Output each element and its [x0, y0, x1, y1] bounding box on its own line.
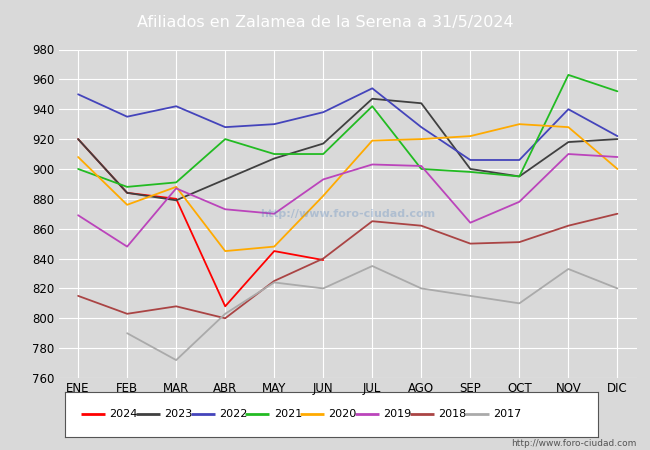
Text: 2017: 2017: [493, 409, 521, 419]
Text: 2022: 2022: [219, 409, 247, 419]
Text: Afiliados en Zalamea de la Serena a 31/5/2024: Afiliados en Zalamea de la Serena a 31/5…: [136, 15, 514, 30]
Text: 2020: 2020: [328, 409, 357, 419]
Text: 2021: 2021: [274, 409, 302, 419]
Text: 2024: 2024: [109, 409, 138, 419]
Text: 2019: 2019: [384, 409, 411, 419]
Text: http://www.foro-ciudad.com: http://www.foro-ciudad.com: [260, 209, 436, 219]
Text: 2023: 2023: [164, 409, 192, 419]
Text: 2018: 2018: [438, 409, 467, 419]
Text: http://www.foro-ciudad.com: http://www.foro-ciudad.com: [512, 439, 637, 448]
